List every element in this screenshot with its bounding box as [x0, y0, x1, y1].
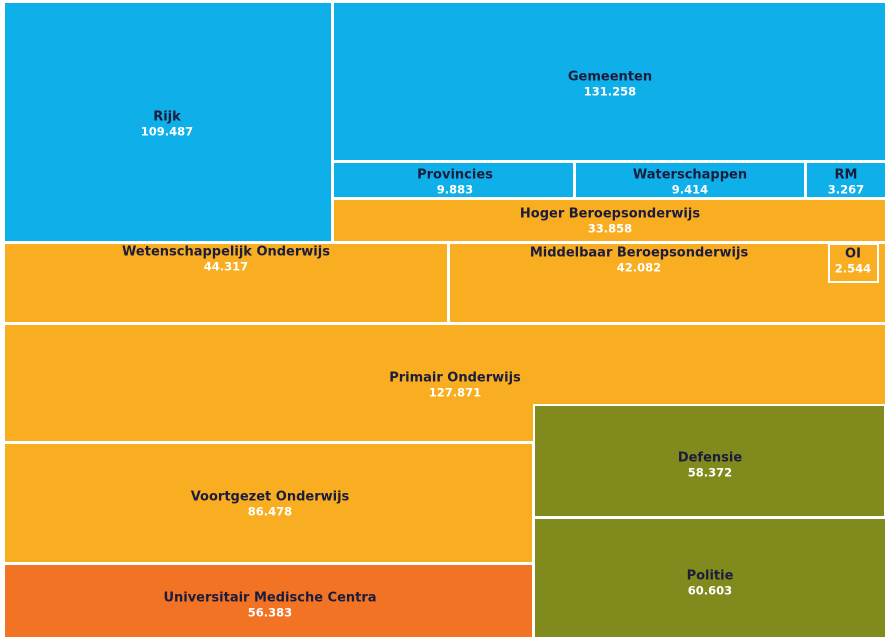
tile: [5, 565, 532, 637]
tile-name: OI: [845, 247, 861, 262]
tile-value: 9.883: [437, 183, 473, 197]
tile-name: Politie: [687, 569, 734, 584]
tile: [533, 404, 885, 518]
tile-value: 3.267: [828, 183, 864, 197]
tile-name: Gemeenten: [568, 70, 652, 85]
tile: [334, 163, 573, 197]
tile: [5, 244, 447, 322]
tile-name: RM: [835, 168, 858, 183]
tile-value: 109.487: [141, 125, 193, 139]
tile-value: 60.603: [688, 584, 732, 598]
tile-value: 86.478: [248, 505, 292, 519]
tile-name: Universitair Medische Centra: [163, 591, 376, 606]
tile-value: 42.082: [617, 261, 661, 275]
tile-name: Hoger Beroepsonderwijs: [520, 207, 700, 222]
tile: [828, 243, 879, 283]
tile-name: Primair Onderwijs: [389, 371, 521, 386]
tile-name: Wetenschappelijk Onderwijs: [122, 245, 330, 260]
tile-name: Voortgezet Onderwijs: [191, 490, 350, 505]
tile-value: 56.383: [248, 606, 292, 620]
tile: [5, 3, 331, 241]
tile-name: Waterschappen: [633, 168, 747, 183]
tile: [807, 163, 885, 197]
tile-value: 9.414: [672, 183, 708, 197]
tile: [450, 244, 885, 322]
tile-name: Rijk: [153, 110, 181, 125]
tile-name: Defensie: [678, 451, 743, 466]
tile: [5, 444, 532, 562]
tile-value: 58.372: [688, 466, 732, 480]
tile: [535, 519, 885, 637]
tile-value: 44.317: [204, 260, 248, 274]
tile-name: Middelbaar Beroepsonderwijs: [530, 246, 749, 261]
tile-value: 131.258: [584, 85, 636, 99]
tile: [334, 3, 885, 160]
tile: [576, 163, 804, 197]
tile-value: 127.871: [429, 386, 481, 400]
tile: [334, 200, 885, 241]
tile-value: 33.858: [588, 222, 632, 236]
tile-name: Provincies: [417, 168, 493, 183]
tile-value: 2.544: [835, 262, 871, 276]
